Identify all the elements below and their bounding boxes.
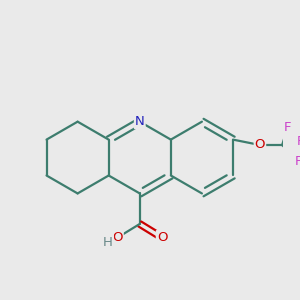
Text: O: O [255, 139, 265, 152]
Text: F: F [296, 135, 300, 148]
Text: H: H [103, 236, 113, 249]
Text: F: F [284, 121, 291, 134]
Text: O: O [112, 231, 123, 244]
Text: F: F [295, 154, 300, 168]
Text: O: O [157, 231, 167, 244]
Text: N: N [135, 115, 145, 128]
